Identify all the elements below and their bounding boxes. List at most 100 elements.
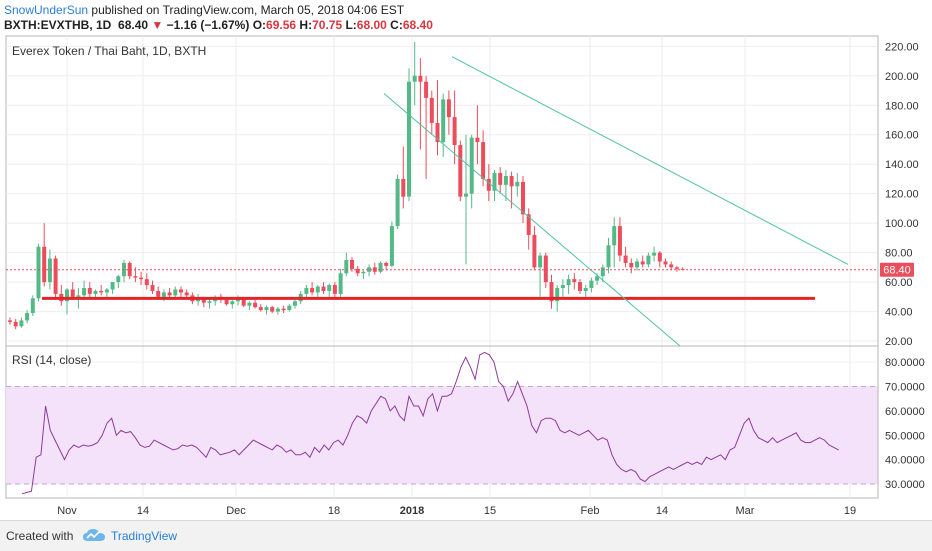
candle	[350, 257, 354, 272]
time-tick-label: 19	[844, 505, 856, 517]
rsi-axis: 80.0000 70.0000 60.0000 50.0000 40.0000 30.00…	[885, 357, 925, 491]
candle	[657, 251, 662, 268]
candle	[469, 134, 474, 209]
open-value: 69.56	[266, 18, 297, 32]
candle	[321, 282, 326, 294]
candle	[65, 288, 69, 315]
candle	[395, 174, 400, 230]
price-tick-label: 140.00	[885, 159, 919, 171]
candle	[446, 90, 451, 135]
candle	[401, 146, 406, 209]
candle	[247, 301, 252, 311]
rsi-tick-label: 70.0000	[885, 382, 925, 394]
created-with-text: Created with	[6, 529, 74, 543]
candle	[122, 260, 126, 283]
candle	[287, 304, 292, 312]
high-value: 70.75	[312, 18, 343, 32]
rsi-line	[21, 351, 839, 495]
candle	[652, 246, 657, 262]
candle	[492, 170, 497, 202]
candle	[82, 280, 87, 300]
candle	[503, 170, 508, 202]
candle	[281, 305, 286, 314]
time-tick-label: Dec	[226, 505, 246, 517]
channel-lower-line[interactable]	[383, 93, 681, 347]
author-link[interactable]: SnowUnderSun	[4, 3, 89, 17]
tradingview-brand-link[interactable]: TradingView	[111, 529, 178, 543]
low-label: L:	[345, 18, 357, 32]
candle	[167, 288, 172, 299]
candle	[429, 90, 434, 135]
candle	[538, 252, 543, 297]
candle	[424, 75, 429, 179]
candle	[338, 268, 343, 297]
rsi-tick-label: 30.0000	[885, 479, 925, 491]
open-label: O:	[252, 18, 267, 32]
candle	[139, 271, 144, 286]
candle	[8, 317, 12, 325]
chart-canvas[interactable]: 220.00 200.00 180.00 160.00 140.00 120.00 100.…	[0, 0, 932, 520]
time-tick-label: Feb	[581, 505, 600, 517]
candle	[543, 252, 548, 288]
time-tick-label: 2018	[400, 505, 424, 517]
candle	[464, 134, 468, 265]
symbol-name: BXTH:EVXTHB, 1D	[4, 18, 112, 32]
last-price-box	[880, 262, 914, 277]
candle	[207, 298, 212, 309]
candle	[150, 280, 155, 294]
time-tick-label: Nov	[57, 505, 77, 517]
candle	[481, 130, 486, 187]
candle	[315, 285, 320, 297]
rsi-title: RSI (14, close)	[12, 353, 91, 367]
time-tick-label: 15	[484, 505, 496, 517]
candle	[332, 282, 337, 297]
price-tick-label: 80.00	[885, 248, 913, 260]
price-tick-label: 40.00	[885, 307, 913, 319]
candle	[258, 304, 263, 312]
candle	[578, 279, 582, 294]
change-arrow-icon: ▼	[151, 18, 164, 32]
candle	[549, 274, 554, 309]
candle	[310, 282, 315, 296]
candle	[600, 264, 605, 283]
rsi-tick-label: 50.0000	[885, 430, 925, 442]
candle	[498, 167, 503, 194]
candle	[13, 318, 18, 330]
candle	[623, 246, 628, 268]
candle	[127, 261, 132, 280]
candle	[572, 273, 577, 290]
time-tick-label: 14	[137, 505, 149, 517]
candle	[30, 295, 35, 316]
price-axis: 220.00 200.00 180.00 160.00 140.00 120.00 100.…	[885, 41, 919, 348]
candles	[8, 41, 685, 330]
last-price-label: 68.40	[883, 265, 911, 277]
time-tick-label: 14	[656, 505, 668, 517]
candle	[560, 279, 565, 297]
candle	[367, 264, 372, 277]
candle	[418, 58, 423, 150]
price-tick-label: 120.00	[885, 189, 919, 201]
candle	[270, 305, 275, 314]
change-value: −1.16 (−1.67%)	[166, 18, 250, 32]
rsi-tick-label: 60.0000	[885, 406, 925, 418]
close-label: C:	[390, 18, 403, 32]
published-text: published on TradingView.com, March 05, …	[91, 3, 405, 17]
candle	[42, 223, 47, 287]
price-tick-label: 20.00	[885, 336, 913, 348]
channel-upper-line[interactable]	[451, 56, 849, 265]
last-value: 68.40	[118, 18, 149, 32]
candle	[53, 255, 58, 300]
candle	[629, 258, 634, 274]
candle	[275, 307, 280, 315]
candle	[412, 41, 417, 106]
price-tick-label: 200.00	[885, 71, 919, 83]
publish-info: SnowUnderSun published on TradingView.co…	[4, 2, 404, 18]
candle	[532, 226, 537, 271]
candle	[583, 285, 588, 297]
rsi-tick-label: 80.0000	[885, 357, 925, 369]
candle	[674, 265, 679, 272]
candle	[253, 299, 258, 309]
candle	[293, 298, 297, 309]
candle	[646, 252, 651, 268]
footer: Created with TradingView	[0, 520, 932, 551]
